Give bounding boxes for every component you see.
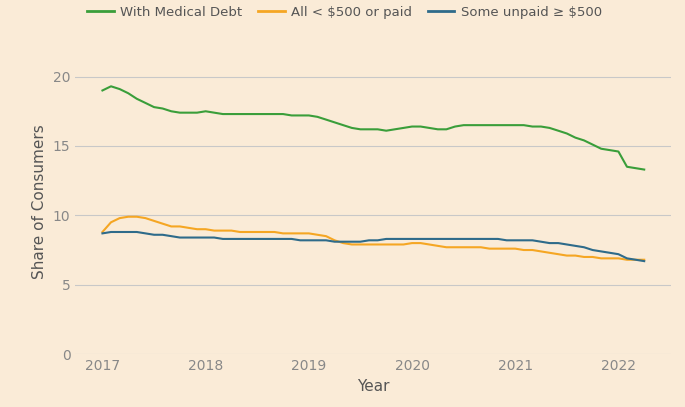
Some unpaid ≥ $500 [408,236,416,241]
All < $500 or paid [408,241,416,245]
All < $500 or paid [451,245,459,249]
Line: With Medical Debt: With Medical Debt [103,86,644,170]
All < $500 or paid [176,224,184,229]
All < $500 or paid [640,257,648,262]
Some unpaid ≥ $500 [451,236,459,241]
With Medical Debt [99,88,107,93]
All < $500 or paid [460,245,468,249]
Y-axis label: Share of Consumers: Share of Consumers [32,124,47,279]
Some unpaid ≥ $500 [107,230,115,234]
All < $500 or paid [124,214,132,219]
All < $500 or paid [331,238,339,243]
Some unpaid ≥ $500 [640,259,648,264]
All < $500 or paid [99,230,107,234]
Legend: With Medical Debt, All < $500 or paid, Some unpaid ≥ $500: With Medical Debt, All < $500 or paid, S… [82,0,608,24]
All < $500 or paid [623,257,631,262]
With Medical Debt [176,110,184,115]
Some unpaid ≥ $500 [99,231,107,236]
Line: Some unpaid ≥ $500: Some unpaid ≥ $500 [103,232,644,261]
With Medical Debt [331,120,339,125]
Some unpaid ≥ $500 [331,239,339,244]
All < $500 or paid [373,242,382,247]
Some unpaid ≥ $500 [176,235,184,240]
Some unpaid ≥ $500 [373,238,382,243]
With Medical Debt [107,84,115,89]
With Medical Debt [408,124,416,129]
Line: All < $500 or paid: All < $500 or paid [103,217,644,260]
With Medical Debt [640,167,648,172]
With Medical Debt [451,124,459,129]
Some unpaid ≥ $500 [460,236,468,241]
With Medical Debt [460,123,468,128]
X-axis label: Year: Year [357,379,390,394]
With Medical Debt [373,127,382,132]
